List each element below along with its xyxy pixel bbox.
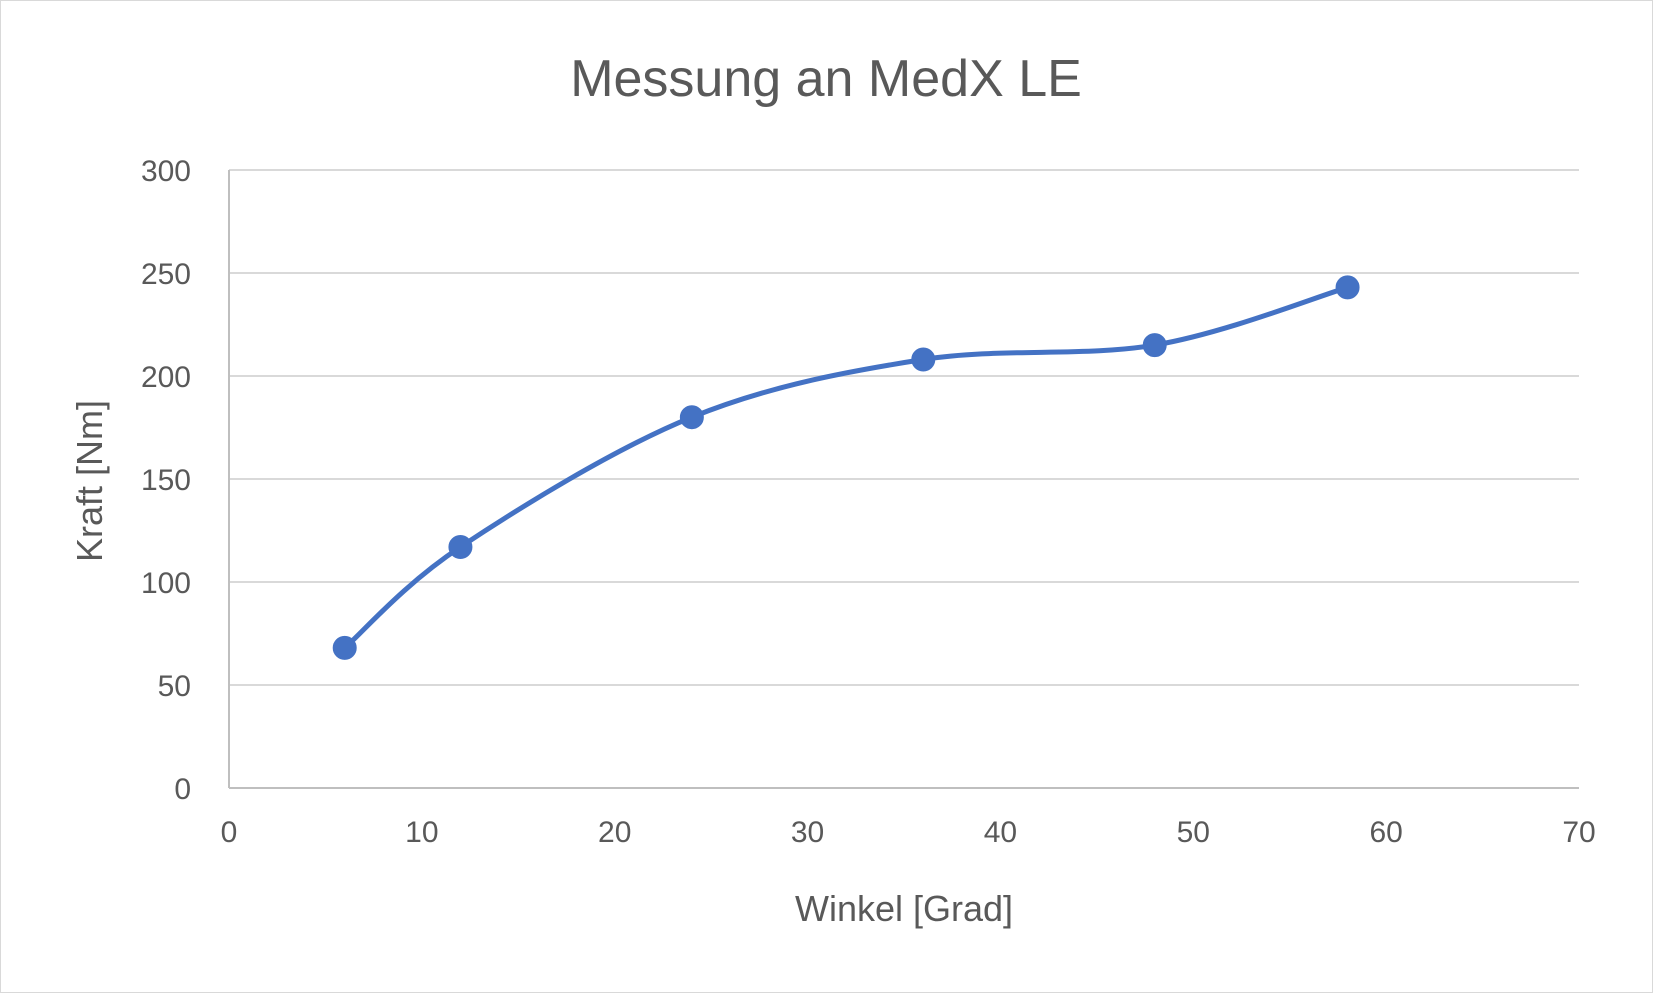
x-tick-label: 20 — [598, 816, 631, 849]
y-tick-label: 0 — [174, 773, 191, 806]
y-tick-label: 50 — [158, 670, 191, 703]
data-point — [1335, 275, 1360, 300]
y-tick-label: 100 — [141, 567, 191, 600]
y-tick-label: 250 — [141, 258, 191, 291]
data-point — [1142, 333, 1167, 358]
y-axis-title: Kraft [Nm] — [69, 400, 110, 562]
x-tick-label: 0 — [221, 816, 238, 849]
chart-title: Messung an MedX LE — [570, 50, 1082, 108]
y-tick-label: 300 — [141, 155, 191, 188]
series-line — [342, 284, 1351, 651]
gridlines — [229, 169, 1579, 686]
data-point — [911, 347, 936, 372]
x-tick-label: 70 — [1562, 816, 1595, 849]
x-tick-label: 30 — [791, 816, 824, 849]
data-point — [332, 635, 357, 660]
y-axis-ticks: 0 50 100 150 200 250 300 — [141, 155, 191, 806]
data-point — [448, 534, 473, 559]
x-tick-label: 10 — [405, 816, 438, 849]
x-tick-label: 40 — [984, 816, 1017, 849]
y-tick-label: 200 — [141, 361, 191, 394]
x-axis-ticks: 0 10 20 30 40 50 60 70 — [221, 816, 1596, 849]
x-tick-label: 60 — [1369, 816, 1402, 849]
y-tick-label: 150 — [141, 464, 191, 497]
x-axis-title: Winkel [Grad] — [795, 888, 1013, 929]
data-point — [679, 405, 704, 430]
series-group — [332, 275, 1360, 660]
x-tick-label: 50 — [1177, 816, 1210, 849]
